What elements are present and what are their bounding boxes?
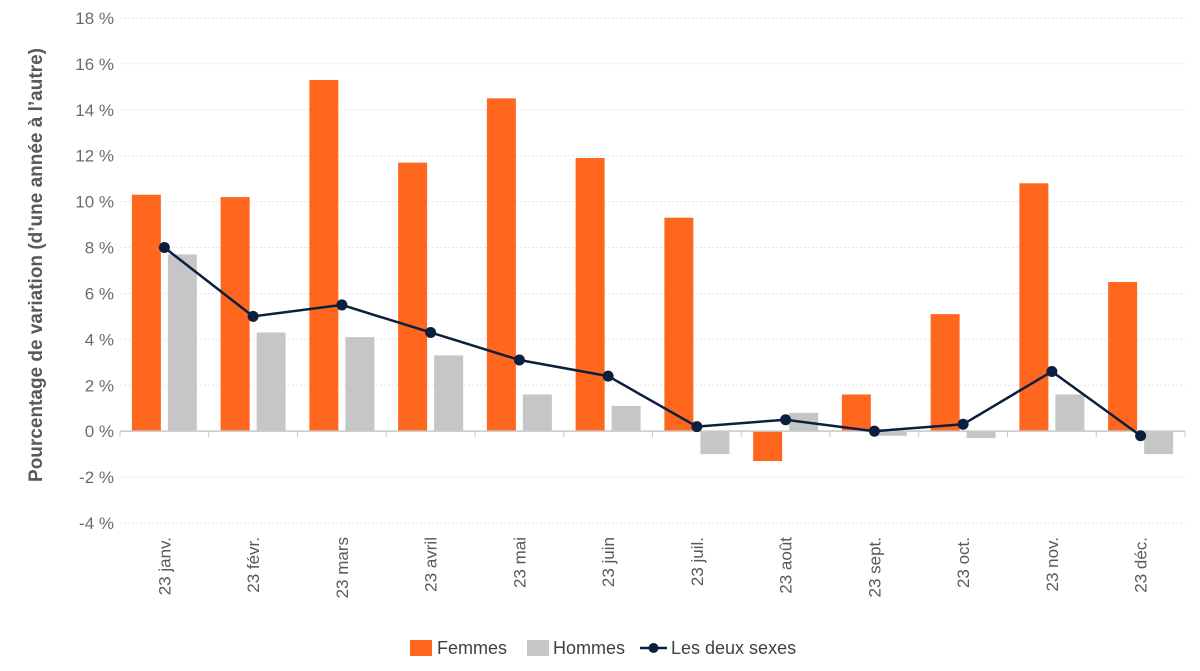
line-point — [158, 242, 170, 254]
x-tick-label: 23 juil. — [688, 537, 707, 586]
y-tick-label: 8 % — [85, 239, 114, 258]
y-tick-label: 12 % — [75, 147, 114, 166]
legend: Femmes Hommes Les deux sexes — [410, 638, 796, 658]
line-point — [868, 425, 880, 437]
x-tick-label: 23 avril — [422, 537, 441, 592]
bar-hommes — [256, 332, 286, 432]
bar-hommes — [1144, 431, 1174, 455]
x-tick-label: 23 déc. — [1132, 537, 1151, 593]
legend-swatch — [527, 640, 549, 656]
gridlines — [120, 17, 1185, 524]
bar-hommes — [345, 337, 375, 432]
x-tick-labels: 23 janv. 23 févr. 23 mars 23 avril 23 mai 23 … — [155, 537, 1150, 599]
y-tick-label: 0 % — [85, 422, 114, 441]
x-tick-label: 23 mars — [333, 537, 352, 598]
bar-femmes — [131, 194, 161, 432]
bar-femmes — [398, 162, 428, 432]
line-point — [1046, 366, 1058, 377]
y-tick-label: 6 % — [85, 284, 114, 303]
line-point — [336, 299, 348, 311]
axes — [119, 430, 1186, 438]
bar-femmes — [841, 394, 871, 432]
y-tick-label: 2 % — [85, 376, 114, 395]
bar-femmes — [1019, 183, 1049, 432]
y-tick-label: -4 % — [79, 514, 114, 533]
bar-femmes — [575, 158, 605, 432]
line-series — [158, 242, 1147, 442]
bar-hommes — [522, 394, 552, 432]
y-tick-label: 18 % — [75, 9, 114, 28]
x-tick-label: 23 sept. — [865, 537, 884, 598]
bar-hommes — [167, 254, 197, 432]
bar-femmes — [220, 197, 250, 432]
y-tick-label: 10 % — [75, 193, 114, 212]
x-tick-label: 23 juin — [599, 537, 618, 587]
legend-swatch — [410, 640, 432, 656]
x-tick-label: 23 août — [777, 537, 796, 594]
x-tick-label: 23 janv. — [155, 537, 174, 595]
legend-marker — [648, 643, 659, 653]
line-point — [425, 326, 437, 338]
bar-femmes — [753, 431, 783, 462]
line-point — [602, 370, 614, 382]
y-tick-label: 4 % — [85, 330, 114, 349]
bar-hommes — [434, 355, 464, 432]
y-tick-labels: -4 % -2 % 0 % 2 % 4 % 6 % 8 % 10 % 12 % 14 % 16 % 1… — [75, 9, 114, 533]
y-tick-label: -2 % — [79, 468, 114, 487]
legend-label: Hommes — [553, 638, 625, 658]
bar-femmes — [486, 98, 516, 432]
y-tick-label: 16 % — [75, 55, 114, 74]
bar-hommes — [1055, 394, 1085, 432]
line-point — [691, 421, 703, 433]
bar-femmes — [309, 79, 339, 432]
bar-femmes — [930, 314, 960, 432]
bar-hommes — [611, 405, 641, 432]
x-tick-label: 23 nov. — [1043, 537, 1062, 592]
bar-femmes — [1108, 281, 1138, 432]
line-point — [957, 418, 969, 430]
line-point — [247, 310, 259, 322]
x-tick-label: 23 oct. — [954, 537, 973, 588]
y-axis-title: Pourcentage de variation (d’une année à … — [26, 48, 47, 482]
x-tick-label: 23 févr. — [244, 537, 263, 593]
bar-hommes — [877, 431, 907, 436]
line-point — [780, 414, 792, 426]
bars — [131, 79, 1174, 462]
legend-label: Les deux sexes — [671, 638, 796, 658]
line-point — [513, 354, 525, 366]
bar-hommes — [700, 431, 730, 455]
line-point — [1135, 430, 1147, 442]
y-tick-label: 14 % — [75, 101, 114, 120]
bar-femmes — [664, 217, 694, 432]
line-les-deux-sexes — [163, 246, 1142, 437]
bar-hommes — [966, 431, 996, 439]
x-tick-label: 23 mai — [510, 537, 529, 588]
legend-label: Femmes — [437, 638, 507, 658]
